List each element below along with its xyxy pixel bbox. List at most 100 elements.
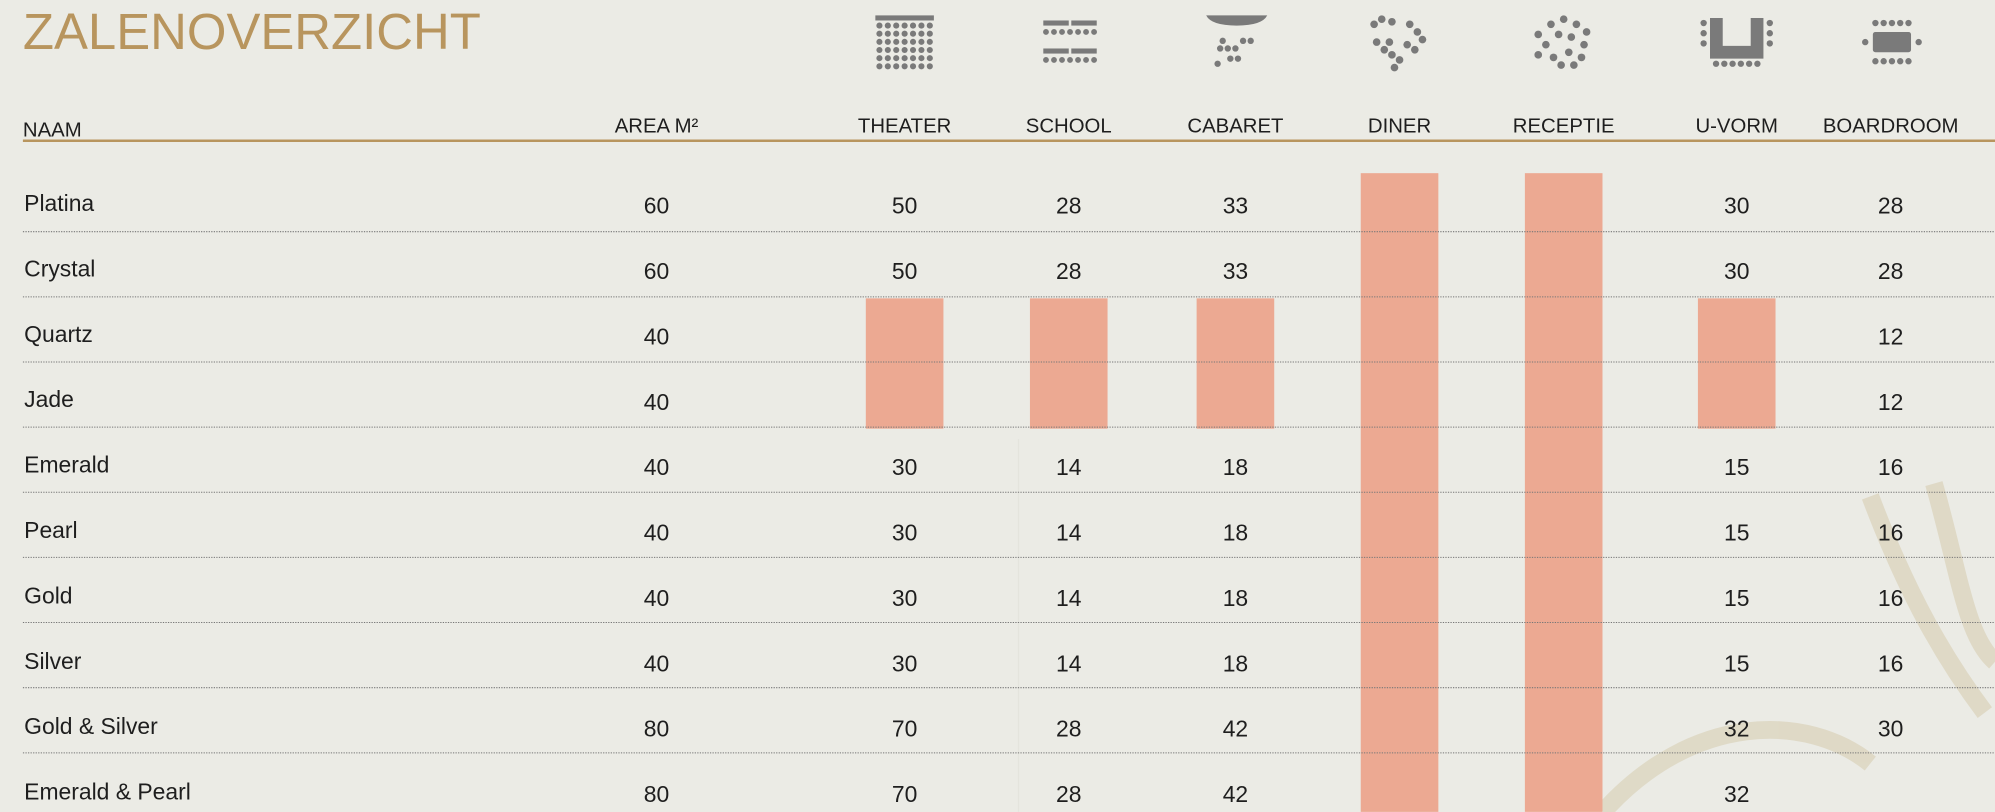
icon-dot (1700, 40, 1706, 46)
icon-dot (910, 55, 916, 61)
icon-dot (1550, 54, 1558, 62)
icon-dot (1214, 61, 1220, 67)
icon-dot (910, 63, 916, 69)
capacity: 40 (644, 454, 669, 480)
icon-dot (927, 47, 933, 53)
capacity: 50 (892, 193, 917, 219)
icon-dot (893, 55, 899, 61)
icon-dot (1700, 20, 1706, 26)
unavailable-cell (1698, 298, 1776, 428)
icon-dot (910, 47, 916, 53)
capacity: 14 (1056, 650, 1082, 676)
icon-dot (1555, 31, 1563, 39)
icon-bar (1071, 20, 1096, 25)
icon-dot (1880, 58, 1886, 64)
icon-dot (1767, 40, 1773, 46)
icon-dot (1905, 20, 1911, 26)
capacity: 40 (644, 389, 669, 415)
icon-dot (876, 47, 882, 53)
icon-dot (918, 55, 924, 61)
icon-dot (893, 39, 899, 45)
capacity: 16 (1878, 454, 1903, 480)
capacity: 30 (1724, 193, 1749, 219)
capacity: 15 (1724, 520, 1749, 546)
room-name: Gold (24, 582, 72, 608)
icon-dot (927, 23, 933, 29)
capacity: 42 (1223, 781, 1248, 807)
icon-dot (927, 63, 933, 69)
icon-dot (918, 39, 924, 45)
icon-dot (1388, 51, 1396, 59)
column-header: CABARET (1187, 116, 1283, 138)
icon-dot (1075, 57, 1081, 63)
icon-dot (1220, 38, 1226, 44)
icon-dot (885, 39, 891, 45)
capacity: 40 (644, 650, 669, 676)
icon-dot (1083, 57, 1089, 63)
unavailable-cell (1197, 298, 1275, 428)
icon-dot (1700, 30, 1706, 36)
icon-dot (1396, 56, 1404, 64)
icon-dot (1542, 41, 1550, 49)
icon-dot (1051, 57, 1057, 63)
room-name: Emerald (24, 452, 109, 478)
capacity: 30 (1724, 258, 1749, 284)
column-header: NAAM (23, 120, 82, 142)
capacity: 80 (644, 716, 669, 742)
icon-dot (885, 63, 891, 69)
capacity: 15 (1724, 650, 1749, 676)
icon-dot (876, 31, 882, 37)
icon-dot (1568, 33, 1576, 41)
icon-dot (1721, 61, 1727, 67)
icon-dot (1889, 58, 1895, 64)
icon-dot (1897, 20, 1903, 26)
capacity: 30 (892, 520, 917, 546)
icon-dot (893, 63, 899, 69)
icon-dot (893, 47, 899, 53)
capacity: 40 (644, 585, 669, 611)
room-name: Pearl (24, 517, 77, 543)
capacity: 14 (1056, 454, 1082, 480)
icon-dot (1043, 29, 1049, 35)
capacity: 16 (1878, 585, 1903, 611)
icon-dot (876, 63, 882, 69)
capacity: 60 (644, 193, 669, 219)
icon-dot (876, 55, 882, 61)
icon-dot (1043, 57, 1049, 63)
page: ZALENOVERZICHT NAAMAREA M²THEATERSCHOOLC… (0, 0, 1995, 812)
icon-dot (1235, 55, 1241, 61)
capacity: 30 (1878, 716, 1903, 742)
icon-dot (1403, 41, 1411, 49)
icon-dot (1580, 41, 1588, 49)
icon-dot (1713, 61, 1719, 67)
icon-dot (1406, 20, 1414, 28)
icon-dot (1414, 28, 1422, 36)
icon-dot (1889, 20, 1895, 26)
icon-dot (918, 31, 924, 37)
column-header: THEATER (858, 116, 951, 138)
capacity: 70 (892, 781, 917, 807)
column-header: RECEPTIE (1513, 116, 1615, 138)
room-name: Jade (24, 386, 74, 412)
icon-dot (1373, 38, 1381, 46)
icon-dot (1067, 57, 1073, 63)
icon-dot (876, 23, 882, 29)
column-header: AREA M² (615, 116, 699, 138)
icon-dot (1880, 20, 1886, 26)
icon-bar (875, 15, 934, 20)
icon-dot (1872, 20, 1878, 26)
icon-dot (1897, 58, 1903, 64)
icon-dot (1915, 39, 1921, 45)
capacity: 15 (1724, 585, 1749, 611)
icon-dot (1746, 61, 1752, 67)
icon-dot (1565, 48, 1573, 56)
capacity: 16 (1878, 520, 1903, 546)
capacity: 80 (644, 781, 669, 807)
icon-dot (1091, 57, 1097, 63)
icon-dot (1729, 61, 1735, 67)
icon-dot (1051, 29, 1057, 35)
icon-dot (893, 23, 899, 29)
icon-dot (1583, 28, 1591, 36)
capacity: 40 (644, 323, 669, 349)
icon-dot (1560, 15, 1568, 23)
